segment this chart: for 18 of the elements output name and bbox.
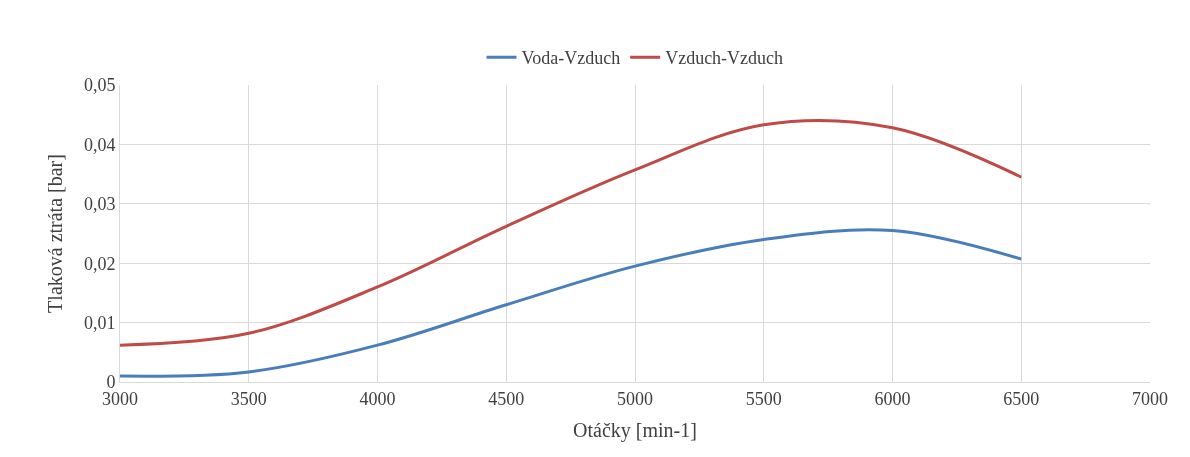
y-tick-label: 0,05 [83, 75, 116, 96]
x-tick-label: 4500 [488, 388, 525, 409]
y-tick-label: 0,04 [83, 134, 116, 155]
x-tick-label: 3500 [230, 388, 267, 409]
x-tick-label: 5500 [745, 388, 782, 409]
legend-label: Voda-Vzduch [521, 48, 621, 69]
y-tick-label: 0,02 [83, 253, 116, 274]
x-tick-label: 4000 [359, 388, 396, 409]
y-tick-label: 0,01 [83, 312, 116, 333]
y-axis-title: Tlaková ztráta [bar] [44, 154, 67, 313]
x-tick-label: 6000 [874, 388, 911, 409]
line-series [120, 228, 1023, 378]
legend-label: Vzduch-Vzduch [665, 48, 784, 69]
y-tick-label: 0,03 [83, 194, 116, 215]
x-tick-label: 7000 [1132, 388, 1168, 409]
x-axis-title: Otáčky [min-1] [573, 419, 697, 443]
x-tick-label: 5000 [617, 388, 653, 409]
x-tick-label: 6500 [1003, 388, 1040, 409]
